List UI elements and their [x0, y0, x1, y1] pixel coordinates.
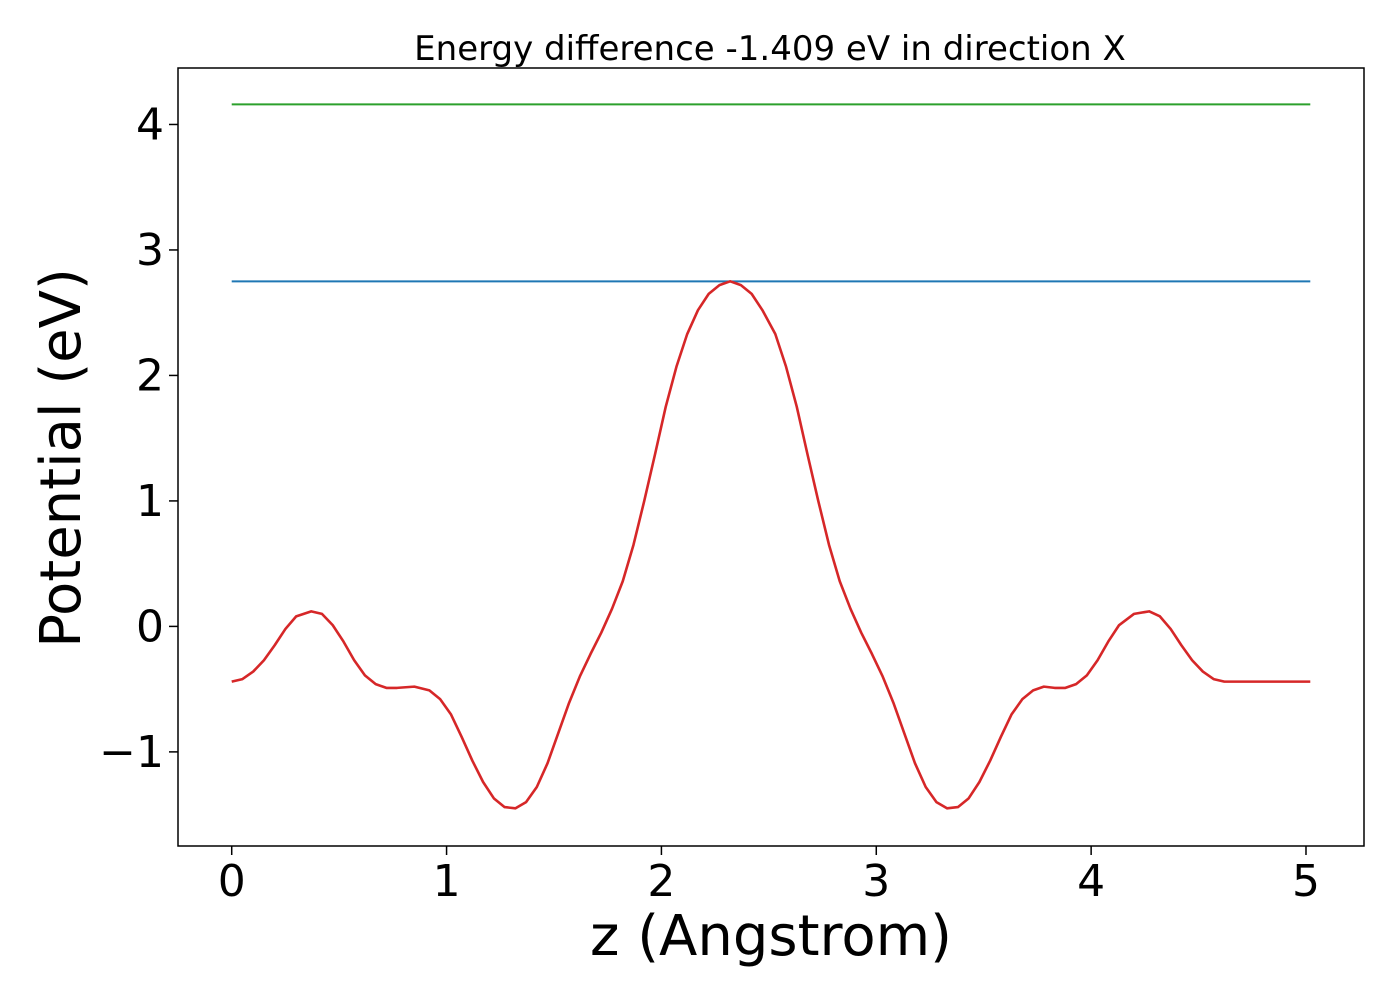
- chart-title: Energy difference -1.409 eV in direction…: [414, 29, 1126, 69]
- series-line-2: [231, 280, 1311, 810]
- y-tick-label: 0: [136, 601, 164, 652]
- axis-ticks: 0 1 2 3 4 5 −1 0 1 2 3 4: [99, 99, 1320, 907]
- y-axis-label: Potential (eV): [29, 268, 94, 648]
- plot-area: [231, 103, 1311, 810]
- y-tick-label: 1: [136, 476, 164, 527]
- x-tick-label: 1: [433, 856, 461, 907]
- y-tick-label: −1: [99, 727, 164, 778]
- x-tick-label: 5: [1292, 856, 1320, 907]
- x-tick-label: 0: [218, 856, 246, 907]
- plot-frame: [177, 67, 1365, 847]
- x-tick-label: 2: [647, 856, 675, 907]
- y-tick-label: 4: [136, 99, 164, 150]
- x-axis-label: z (Angstrom): [590, 904, 952, 969]
- y-tick-label: 2: [136, 350, 164, 401]
- x-tick-label: 3: [862, 856, 890, 907]
- y-tick-label: 3: [136, 225, 164, 276]
- x-tick-label: 4: [1077, 856, 1105, 907]
